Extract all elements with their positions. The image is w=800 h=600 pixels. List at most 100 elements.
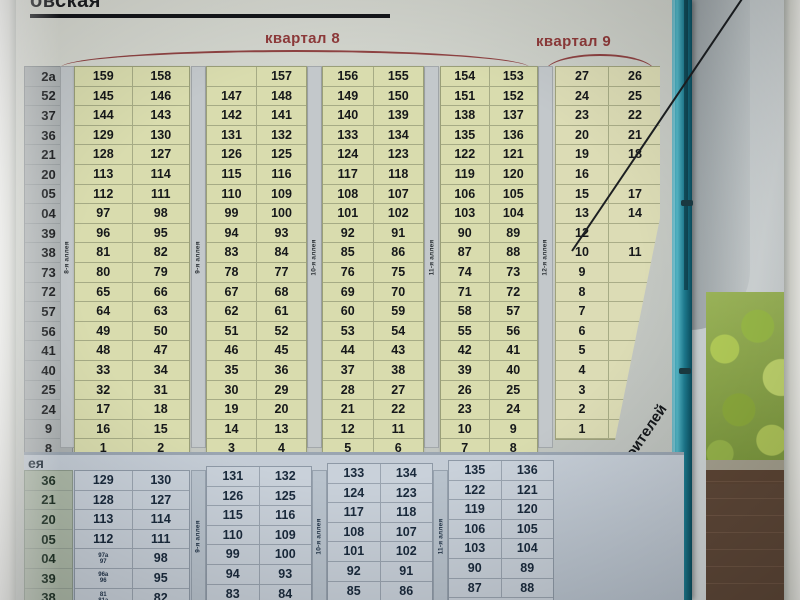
plot-row: 135 136	[449, 461, 553, 481]
plot-cell: 45	[274, 343, 289, 358]
plot-cell: 65	[75, 282, 133, 302]
plot-cell: 86	[399, 583, 414, 598]
plot-cell: 137	[502, 108, 524, 123]
plot-row: 35 36	[207, 360, 306, 381]
plot-row: 10 11	[556, 243, 660, 263]
plot-cell: 53	[323, 321, 374, 341]
plot-cell: 127	[150, 492, 172, 507]
plot-row: 16	[556, 164, 660, 185]
plot-cell: 7	[556, 302, 609, 321]
plot-cell: 117	[323, 164, 374, 184]
plot-row: 24 25	[556, 86, 660, 107]
plot-row: 142 141	[207, 106, 306, 126]
plot-cell: 82	[153, 245, 168, 260]
alley-label-8: 8-я аллея	[60, 66, 75, 448]
photo-left-edge	[0, 0, 16, 600]
plot-row: 38	[25, 589, 72, 600]
plot-cell: 48	[75, 341, 133, 360]
plot-cell: 129	[75, 125, 133, 145]
plot-row: 110 109	[207, 525, 311, 546]
plot-cell: 3	[207, 439, 257, 458]
plot-cell: 112	[75, 184, 133, 204]
alley-11-text: 11-я аллея	[428, 239, 435, 275]
plot-row: 39 40	[441, 360, 537, 381]
plot-cell: 110	[207, 525, 260, 545]
plot-cell: 109	[274, 527, 296, 542]
plot-cell: 11	[391, 421, 405, 436]
plot-cell: 99	[207, 204, 257, 223]
plot-cell: 14	[628, 206, 642, 221]
plot-row: 10 9	[441, 419, 537, 440]
plot-row: 119 120	[441, 164, 537, 185]
plot-row: 140 139	[323, 106, 423, 126]
plot-cell: 95	[153, 225, 168, 240]
plot-cell: 29	[274, 382, 289, 397]
plot-row: 16 15	[75, 419, 189, 440]
plot-row: 78 77	[207, 262, 306, 283]
plot-row: 99 100	[207, 204, 306, 224]
plot-cell: 89	[520, 561, 535, 576]
plot-row: 101 102	[323, 204, 423, 224]
plot-cell: 147	[207, 86, 257, 106]
plot-row: 53 54	[323, 321, 423, 342]
plot-cell: 131	[207, 125, 257, 145]
plot-subcell: 97	[99, 558, 107, 565]
plot-cell: 83	[207, 584, 260, 600]
plot-cell: 04	[41, 551, 56, 567]
plot-cell: 96	[75, 223, 133, 243]
plot-row: 129 130	[75, 471, 189, 491]
plot-cell: 41	[506, 343, 521, 358]
plot-cell: 133	[328, 464, 381, 483]
plot-cell: 104	[502, 206, 524, 221]
plot-cell: 8	[556, 282, 609, 302]
plot-cell	[609, 322, 660, 341]
plot-row: 30 29	[207, 380, 306, 401]
plot-row: 126 125	[207, 486, 311, 507]
plot-row: 128 127	[75, 145, 189, 165]
plot-row: 94 93	[207, 564, 311, 585]
plot-cell: 103	[449, 539, 502, 558]
plot-cell: 132	[274, 469, 296, 484]
plot-cell: 64	[75, 302, 133, 321]
plot-cell: 58	[441, 302, 490, 321]
plot-row: 117 118	[328, 503, 432, 523]
alley-label-11: 11-я аллея	[424, 66, 439, 448]
plot-cell: 124	[328, 483, 381, 503]
plot-cell: 115	[207, 506, 260, 525]
plot-cell: 36	[41, 472, 56, 488]
alley-label-12: 12-я аллея	[538, 66, 553, 448]
plot-cell: 153	[502, 69, 524, 84]
plot-cell: 20	[274, 402, 289, 417]
plot-cell: 124	[323, 145, 374, 164]
plot-cell: 20	[556, 125, 609, 145]
plot-cell: 120	[502, 167, 524, 182]
plot-cell: 54	[391, 323, 406, 338]
plot-cell-split: 97а 97	[75, 549, 133, 568]
plot-cell: 123	[387, 147, 409, 162]
plot-cell: 22	[628, 108, 642, 123]
plot-row: 64 63	[75, 302, 189, 322]
plot-cell: 157	[271, 69, 292, 84]
plot-cell: 105	[502, 186, 524, 201]
plot-cell: 92	[323, 223, 374, 243]
plot-cell: 79	[153, 264, 168, 279]
plot-cell: 4	[556, 360, 609, 380]
plot-cell: 133	[323, 125, 374, 145]
plot-cell: 27	[556, 67, 609, 86]
plot-cell: 107	[387, 186, 409, 201]
plot-cell: 102	[395, 544, 417, 559]
plot-cell: 125	[274, 488, 296, 503]
plot-row: 55 56	[441, 321, 537, 342]
plot-cell: 106	[441, 184, 490, 204]
plot-cell: 24	[506, 402, 521, 417]
plot-cell: 44	[323, 341, 374, 360]
plot-row: 113 114	[75, 510, 189, 530]
plot-row: 48 47	[75, 341, 189, 361]
plot-cell: 56	[506, 323, 521, 338]
quarter-8-brace	[60, 50, 530, 68]
plot-row: 28 27	[323, 380, 423, 401]
plot-cell: 131	[207, 467, 260, 486]
plot-row: 19 20	[207, 400, 306, 420]
plot-row: 133 134	[328, 464, 432, 484]
plot-cell: 7	[441, 439, 490, 458]
